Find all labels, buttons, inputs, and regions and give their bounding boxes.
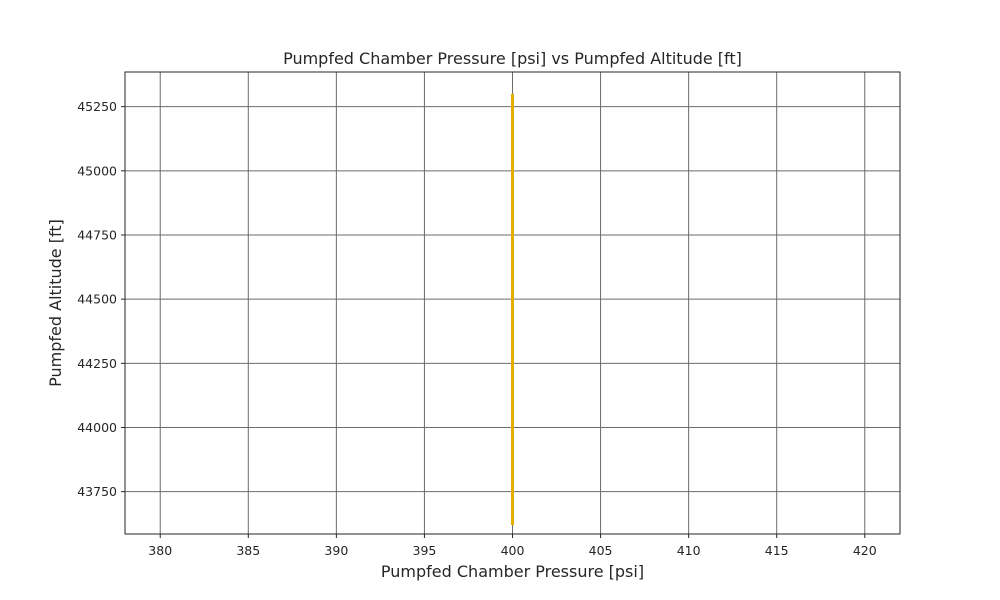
x-tick-label: 420 xyxy=(853,543,877,558)
y-tick-label: 44500 xyxy=(77,292,117,307)
y-tick-label: 44000 xyxy=(77,420,117,435)
x-tick-label: 400 xyxy=(501,543,525,558)
y-tick-label: 43750 xyxy=(77,484,117,499)
x-tick-label: 415 xyxy=(765,543,789,558)
x-tick-label: 395 xyxy=(413,543,437,558)
y-tick-label: 45000 xyxy=(77,163,117,178)
y-axis-ticks: 43750 44000 44250 44500 44750 45000 45250 xyxy=(77,99,125,499)
x-tick-label: 410 xyxy=(677,543,701,558)
x-tick-label: 405 xyxy=(589,543,613,558)
x-axis-ticks: 380 385 390 395 400 405 410 415 420 xyxy=(148,534,877,558)
y-tick-label: 45250 xyxy=(77,99,117,114)
chart-title: Pumpfed Chamber Pressure [psi] vs Pumpfe… xyxy=(283,49,742,68)
y-tick-label: 44250 xyxy=(77,356,117,371)
x-tick-label: 380 xyxy=(148,543,172,558)
x-axis-label: Pumpfed Chamber Pressure [psi] xyxy=(381,562,644,581)
x-tick-label: 385 xyxy=(236,543,260,558)
x-tick-label: 390 xyxy=(324,543,348,558)
y-tick-label: 44750 xyxy=(77,227,117,242)
y-axis-label: Pumpfed Altitude [ft] xyxy=(46,219,65,387)
